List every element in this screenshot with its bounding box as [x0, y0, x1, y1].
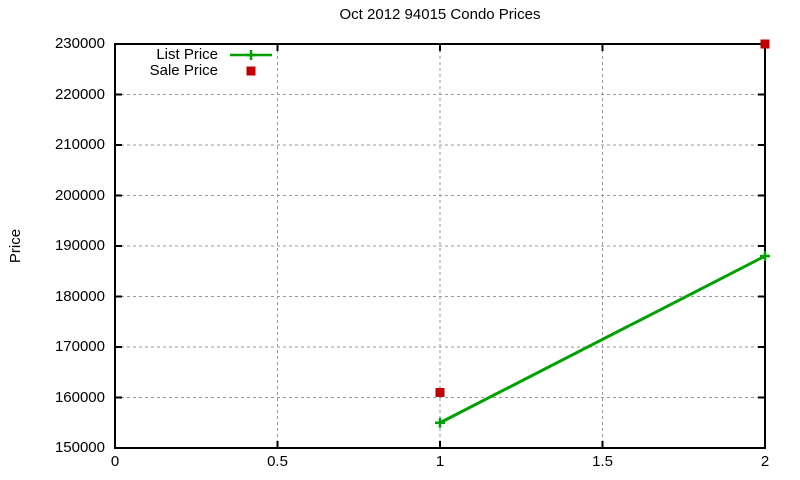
x-tick-label: 0.5 — [267, 453, 288, 470]
y-tick-label: 150000 — [54, 439, 105, 456]
legend-label-list-price: List Price — [156, 46, 218, 63]
legend: List Price Sale Price — [130, 47, 274, 79]
y-tick-label: 230000 — [54, 35, 105, 52]
x-tick-label: 1.5 — [592, 453, 613, 470]
square-marker-icon — [246, 66, 256, 76]
y-tick-label: 170000 — [54, 338, 105, 355]
y-tick-label: 210000 — [54, 136, 105, 153]
y-tick-label: 200000 — [54, 186, 105, 204]
y-tick-label: 220000 — [54, 85, 105, 103]
x-tick-label: 0 — [110, 453, 120, 470]
y-tick-label: 180000 — [54, 287, 105, 305]
legend-label-sale-price: Sale Price — [149, 62, 218, 79]
line-plus-marker-icon — [230, 50, 272, 60]
y-tick-label: 190000 — [54, 237, 105, 254]
legend-item-sale-price: Sale Price — [130, 63, 274, 79]
x-tick-label: 2 — [760, 453, 770, 470]
x-tick-label: 1 — [435, 453, 445, 470]
chart-title: Oct 2012 94015 Condo Prices — [339, 6, 541, 23]
legend-item-list-price: List Price — [130, 47, 274, 63]
y-tick-label: 160000 — [54, 388, 105, 406]
